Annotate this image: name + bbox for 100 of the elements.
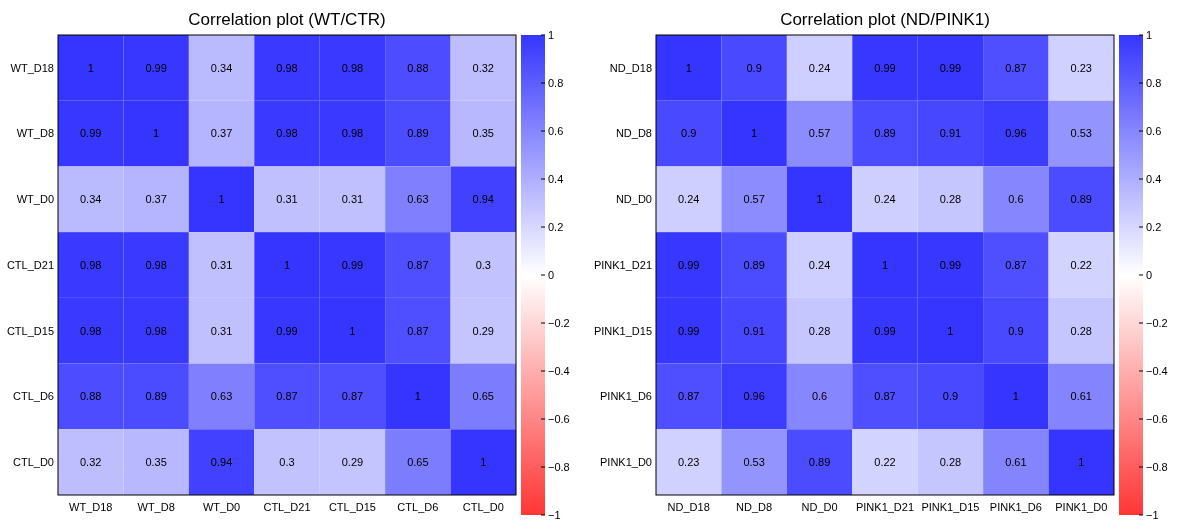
data-label: 0.24 <box>808 258 831 271</box>
color-bar-label: −0.4 <box>1146 364 1168 377</box>
x-tick-label: CTL_D0 <box>462 501 504 513</box>
color-bar-label: −0.2 <box>548 316 570 329</box>
color-bar-label: 1 <box>1146 28 1153 41</box>
data-label: 0.35 <box>145 455 167 468</box>
data-label: 0.61 <box>1005 455 1027 468</box>
data-label: 0.31 <box>210 258 233 271</box>
data-label: 0.29 <box>472 324 494 337</box>
data-label: 0.98 <box>145 258 167 271</box>
data-label: 0.87 <box>407 258 429 271</box>
data-label: 0.88 <box>80 390 102 403</box>
data-label: 0.63 <box>407 193 429 206</box>
data-label: 0.24 <box>874 193 896 206</box>
data-label: 0.31 <box>276 193 298 206</box>
color-bar-label: 0 <box>548 268 555 281</box>
data-label: 0.28 <box>939 455 962 468</box>
data-label: 1 <box>87 61 94 74</box>
data-label: 0.53 <box>743 455 765 468</box>
data-label: 0.98 <box>341 61 364 74</box>
y-tick-label: ND_D18 <box>609 61 652 74</box>
data-label: 0.99 <box>678 258 700 271</box>
x-tick-label: PINK1_D0 <box>1055 501 1108 513</box>
color-bar-label: 1 <box>548 28 555 41</box>
data-label: 0.24 <box>678 193 700 206</box>
x-tick-label: PINK1_D6 <box>989 501 1042 513</box>
data-label: 0.99 <box>145 61 167 74</box>
y-tick-label: CTL_D15 <box>6 324 54 337</box>
y-tick-label: CTL_D21 <box>6 258 54 271</box>
color-bar-label: −0.2 <box>1146 316 1168 329</box>
data-label: 1 <box>751 127 758 140</box>
color-bar-label: 0.6 <box>548 124 564 137</box>
y-tick-label: WT_D0 <box>16 193 54 206</box>
chart-title: Correlation plot (ND/PINK1) <box>780 10 990 29</box>
data-label: 0.31 <box>341 193 364 206</box>
y-tick-label: PINK1_D6 <box>600 390 652 403</box>
y-tick-label: PINK1_D0 <box>600 455 652 468</box>
data-label: 0.89 <box>145 390 167 403</box>
data-label: 0.99 <box>874 61 896 74</box>
data-label: 1 <box>218 193 225 206</box>
color-bar-label: 0 <box>1146 268 1153 281</box>
x-tick-label: CTL_D6 <box>397 501 439 513</box>
data-label: 0.3 <box>279 455 295 468</box>
data-label: 1 <box>1078 455 1085 468</box>
data-label: 0.23 <box>678 455 700 468</box>
data-label: 0.89 <box>407 127 429 140</box>
data-label: 0.94 <box>210 455 233 468</box>
data-label: 0.99 <box>276 324 298 337</box>
data-label: 1 <box>283 258 291 271</box>
data-label: 0.87 <box>407 324 429 337</box>
color-bar-label: −0.6 <box>548 412 570 425</box>
data-label: 0.34 <box>80 193 102 206</box>
data-label: 0.96 <box>743 390 765 403</box>
data-label: 0.22 <box>874 455 896 468</box>
data-label: 0.94 <box>472 193 494 206</box>
data-label: 0.6 <box>1008 193 1024 206</box>
color-bar-label: 0.4 <box>1146 172 1162 185</box>
data-label: 0.98 <box>276 127 298 140</box>
data-label: 0.98 <box>276 61 298 74</box>
x-tick-label: CTL_D15 <box>328 501 376 513</box>
data-label: 1 <box>153 127 160 140</box>
y-tick-label: CTL_D0 <box>13 455 54 468</box>
data-label: 1 <box>881 258 889 271</box>
data-label: 0.87 <box>276 390 298 403</box>
data-label: 0.88 <box>407 61 429 74</box>
data-label: 0.99 <box>678 324 700 337</box>
y-tick-label: ND_D8 <box>615 127 652 140</box>
x-tick-label: CTL_D21 <box>263 501 311 513</box>
color-bar-label: 0.8 <box>1146 76 1162 89</box>
data-label: 1 <box>685 61 692 74</box>
data-label: 0.6 <box>811 390 828 403</box>
data-label: 0.3 <box>475 258 491 271</box>
x-tick-label: ND_D8 <box>736 501 773 513</box>
color-bar-label: 0.2 <box>548 220 564 233</box>
data-label: 0.89 <box>874 127 896 140</box>
data-label: 0.63 <box>210 390 233 403</box>
data-label: 0.89 <box>743 258 765 271</box>
x-tick-label: ND_D18 <box>667 501 710 513</box>
color-bar-label: 0.6 <box>1146 124 1162 137</box>
color-bar-label: 0.4 <box>548 172 564 185</box>
color-bar-label: −0.8 <box>1146 460 1168 473</box>
data-label: 0.53 <box>1070 127 1092 140</box>
data-label: 0.31 <box>210 324 233 337</box>
x-tick-label: WT_D0 <box>202 501 241 513</box>
data-label: 0.87 <box>874 390 896 403</box>
data-label: 0.65 <box>472 390 494 403</box>
data-label: 0.37 <box>145 193 167 206</box>
data-label: 0.99 <box>939 61 962 74</box>
color-bar-label: −1 <box>1146 508 1159 521</box>
chart-title: Correlation plot (WT/CTR) <box>188 10 386 29</box>
data-label: 0.32 <box>80 455 102 468</box>
y-tick-label: PINK1_D15 <box>593 324 652 337</box>
y-tick-label: WT_D18 <box>10 61 54 74</box>
data-label: 0.24 <box>808 61 831 74</box>
x-tick-label: WT_D18 <box>69 501 113 513</box>
data-label: 0.9 <box>942 390 959 403</box>
color-bar-label: −0.8 <box>548 460 570 473</box>
data-label: 0.28 <box>939 193 962 206</box>
data-label: 0.98 <box>80 258 102 271</box>
data-label: 0.28 <box>1070 324 1092 337</box>
